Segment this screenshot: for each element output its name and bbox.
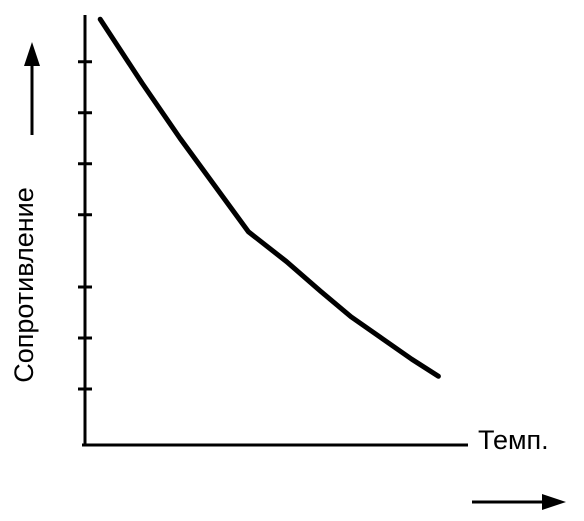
data-line	[97, 16, 441, 379]
x-arrow-head	[542, 494, 566, 510]
x-axis-label: Темп.	[478, 425, 549, 455]
y-axis-label: Сопротивление	[9, 187, 39, 383]
y-arrow-head	[24, 42, 40, 66]
